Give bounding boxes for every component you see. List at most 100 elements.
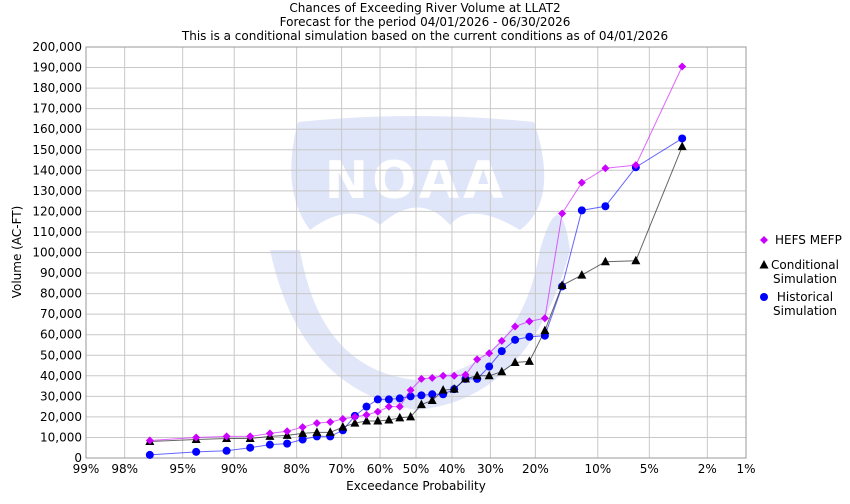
- data-point: [485, 349, 494, 358]
- data-point: [222, 446, 231, 455]
- y-tick-label: 70,000: [40, 307, 82, 321]
- data-point: [524, 356, 534, 365]
- series-line: [149, 146, 683, 443]
- data-point: [484, 370, 494, 380]
- data-point: [395, 402, 404, 411]
- data-point: [406, 386, 415, 395]
- y-tick-label: 150,000: [32, 143, 82, 157]
- data-point: [384, 402, 393, 411]
- data-point: [577, 178, 586, 187]
- y-tick-label: 160,000: [32, 122, 82, 136]
- data-point: [326, 418, 335, 427]
- y-tick-label: 60,000: [40, 328, 82, 342]
- data-point: [439, 371, 448, 380]
- data-point: [600, 256, 610, 266]
- data-point: [416, 399, 426, 409]
- legend-label: Conditional: [771, 258, 839, 272]
- data-point: [540, 314, 549, 323]
- data-point: [145, 436, 154, 445]
- y-tick-label: 50,000: [40, 348, 82, 362]
- data-point: [145, 450, 154, 459]
- data-point: [384, 414, 394, 424]
- data-point: [192, 447, 201, 456]
- series-hefs-mefp: [145, 62, 687, 445]
- y-tick-label: 180,000: [32, 81, 82, 95]
- data-point: [525, 317, 534, 326]
- data-point: [461, 370, 470, 379]
- x-axis-label: Exceedance Probability: [346, 479, 486, 493]
- data-point: [631, 161, 640, 170]
- x-tick-label: 70%: [328, 462, 355, 476]
- noaa-logo-watermark: NOAA: [270, 116, 570, 410]
- legend: HEFS MEFP Conditional SimulationHistorical…: [759, 233, 842, 318]
- y-tick-label: 200,000: [32, 40, 82, 54]
- data-point: [449, 384, 459, 393]
- data-point: [298, 435, 307, 444]
- data-point: [246, 432, 255, 441]
- data-point: [497, 366, 507, 376]
- data-point: [677, 141, 687, 151]
- x-tick-label: 10%: [584, 462, 611, 476]
- data-point: [265, 429, 274, 438]
- data-point: [350, 418, 360, 427]
- data-point: [373, 416, 383, 425]
- y-tick-label: 0: [74, 451, 82, 465]
- data-point: [417, 374, 426, 383]
- data-point: [298, 423, 307, 432]
- data-point: [246, 443, 255, 452]
- x-tick-label: 90%: [221, 462, 248, 476]
- data-point: [472, 370, 482, 380]
- x-tick-label: 80%: [283, 462, 310, 476]
- data-point: [373, 407, 382, 416]
- legend-marker: [760, 236, 768, 244]
- legend-label: Simulation: [773, 304, 837, 318]
- chart-subtitle: Forecast for the period 04/01/2026 - 06/…: [280, 15, 571, 29]
- x-tick-label: 40%: [439, 462, 466, 476]
- x-tick-label: 20%: [522, 462, 549, 476]
- data-point: [473, 355, 482, 364]
- legend-label: Historical: [777, 290, 833, 304]
- y-tick-label: 170,000: [32, 102, 82, 116]
- y-tick-label: 40,000: [40, 369, 82, 383]
- data-point: [338, 422, 348, 431]
- data-point: [338, 414, 347, 423]
- data-point: [428, 390, 437, 399]
- data-point: [373, 395, 382, 404]
- svg-text:NOAA: NOAA: [325, 151, 508, 211]
- y-axis-label: Volume (AC-FT): [10, 206, 24, 299]
- data-point: [312, 427, 322, 436]
- chart-title: Chances of Exceeding River Volume at LLA…: [289, 1, 560, 15]
- data-point: [362, 410, 371, 419]
- data-point: [678, 134, 687, 143]
- x-tick-label: 5%: [640, 462, 659, 476]
- plot-border: [85, 46, 747, 459]
- data-point: [511, 322, 520, 331]
- data-point: [362, 402, 371, 411]
- grid: [85, 46, 747, 459]
- data-point: [325, 427, 335, 436]
- data-point: [350, 412, 359, 421]
- data-point: [384, 395, 393, 404]
- y-tick-label: 90,000: [40, 266, 82, 280]
- y-tick-label: 100,000: [32, 246, 82, 260]
- data-point: [283, 427, 292, 436]
- y-tick-label: 190,000: [32, 61, 82, 75]
- legend-marker: [760, 293, 768, 301]
- legend-item: HEFS MEFP: [760, 233, 842, 247]
- data-point: [450, 371, 459, 380]
- data-point: [298, 428, 308, 437]
- data-point: [601, 164, 610, 173]
- data-point: [631, 255, 641, 265]
- y-tick-label: 140,000: [32, 163, 82, 177]
- y-tick-label: 120,000: [32, 204, 82, 218]
- data-point: [395, 412, 405, 422]
- data-point: [540, 325, 550, 335]
- series-layer: [145, 62, 687, 459]
- data-point: [577, 270, 587, 279]
- data-point: [406, 411, 416, 421]
- data-point: [497, 347, 506, 356]
- data-point: [438, 385, 448, 394]
- x-tick-label: 1%: [736, 462, 755, 476]
